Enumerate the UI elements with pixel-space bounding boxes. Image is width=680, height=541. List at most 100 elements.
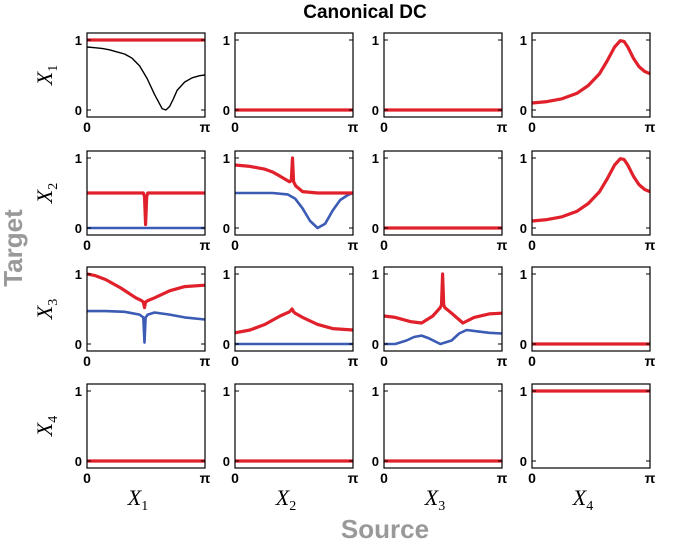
y-tick-label: 0 [520, 221, 527, 236]
row-label-1: X1 [32, 65, 61, 86]
panel-r1-c4: 0 1 0 π [520, 32, 656, 135]
y-tick-label: 1 [372, 267, 379, 282]
x-tick-label: π [497, 470, 508, 486]
x-tick-label: 0 [380, 470, 388, 486]
y-tick-label: 1 [520, 33, 527, 48]
col-label-subscript: 2 [289, 499, 296, 514]
x-tick-label: 0 [528, 353, 536, 369]
panel-r1-c3: 0 1 0 π [372, 32, 508, 135]
col-label-2: X2 [275, 485, 296, 514]
x-axis-title: Source [341, 514, 429, 541]
y-tick-label: 0 [75, 221, 82, 236]
row-label-2: X2 [32, 183, 61, 204]
y-tick-label: 1 [75, 33, 82, 48]
x-tick-label: π [645, 119, 656, 135]
y-tick-label: 1 [372, 151, 379, 166]
col-label-var: X [275, 485, 291, 510]
panel-r3-c3: 0 1 0 π [372, 266, 508, 369]
y-tick-label: 0 [520, 103, 527, 118]
row-label-subscript: 4 [46, 416, 61, 423]
panel-frame [86, 150, 206, 236]
col-label-subscript: 4 [586, 499, 593, 514]
x-tick-label: π [497, 119, 508, 135]
panel-r2-c3: 0 1 0 π [372, 150, 508, 253]
y-tick-label: 0 [75, 103, 82, 118]
panel-r3-c2: 0 1 0 π [223, 266, 359, 369]
x-tick-label: 0 [380, 237, 388, 253]
series-red-line [87, 191, 205, 227]
y-tick-label: 1 [75, 267, 82, 282]
panel-frame [383, 150, 503, 236]
panel-r3-c4: 0 1 0 π [520, 266, 656, 369]
panel-r2-c2: 0 1 0 π [223, 150, 359, 253]
y-tick-label: 1 [223, 384, 230, 399]
panel-frame [234, 150, 354, 236]
series-red-line [234, 307, 354, 335]
row-label-4: X4 [32, 416, 61, 437]
row-label-subscript: 1 [46, 65, 61, 72]
panel-frame [86, 32, 206, 118]
row-label-subscript: 3 [46, 299, 61, 306]
x-tick-label: 0 [83, 353, 91, 369]
y-tick-label: 1 [223, 33, 230, 48]
x-tick-label: π [497, 353, 508, 369]
x-tick-label: 0 [83, 470, 91, 486]
col-label-subscript: 1 [141, 499, 148, 514]
x-tick-label: π [645, 353, 656, 369]
panel-r4-c4: 0 1 0 π [520, 383, 656, 486]
col-label-var: X [572, 485, 588, 510]
series-black-line [86, 46, 205, 111]
x-tick-label: 0 [231, 470, 239, 486]
series-red-line [383, 272, 502, 325]
x-tick-label: π [200, 353, 211, 369]
y-tick-label: 1 [372, 33, 379, 48]
x-tick-label: 0 [380, 119, 388, 135]
panel-r4-c3: 0 1 0 π [372, 383, 508, 486]
panel-r1-c2: 0 1 0 π [223, 32, 359, 135]
panel-frame [531, 32, 651, 118]
x-tick-label: π [645, 470, 656, 486]
series-red-line [234, 156, 353, 195]
col-label-var: X [127, 485, 143, 510]
y-tick-label: 0 [372, 103, 379, 118]
row-label-subscript: 2 [46, 183, 61, 190]
x-tick-label: π [645, 237, 656, 253]
x-tick-label: 0 [528, 237, 536, 253]
y-tick-label: 0 [75, 337, 82, 352]
x-tick-label: π [497, 237, 508, 253]
col-label-4: X4 [572, 485, 593, 514]
x-tick-label: π [348, 470, 359, 486]
chart-title: Canonical DC [303, 2, 427, 23]
y-tick-label: 1 [75, 151, 82, 166]
y-tick-label: 0 [372, 454, 379, 469]
row-label-var: X [32, 421, 57, 437]
series-red-line [531, 157, 651, 223]
panel-frame [234, 383, 354, 469]
x-tick-label: 0 [231, 119, 239, 135]
y-tick-label: 1 [520, 384, 527, 399]
y-tick-label: 1 [520, 151, 527, 166]
x-tick-label: π [348, 353, 359, 369]
row-label-var: X [32, 188, 57, 204]
col-label-var: X [424, 485, 440, 510]
y-tick-label: 0 [223, 221, 230, 236]
panel-frame [86, 383, 206, 469]
y-tick-label: 0 [372, 337, 379, 352]
panel-frame [383, 32, 503, 118]
y-tick-label: 1 [75, 384, 82, 399]
y-tick-label: 1 [372, 384, 379, 399]
row-label-var: X [32, 304, 57, 320]
y-tick-label: 0 [520, 454, 527, 469]
col-label-3: X3 [424, 485, 445, 514]
panel-frame [531, 383, 651, 469]
series-blue-line [235, 191, 354, 230]
x-tick-label: 0 [380, 353, 388, 369]
y-axis-title: Target [0, 209, 28, 287]
x-tick-label: 0 [528, 119, 536, 135]
series-blue-line [87, 309, 206, 344]
panel-frame [383, 266, 503, 352]
x-tick-label: π [348, 119, 359, 135]
x-tick-label: 0 [231, 237, 239, 253]
panel-r4-c2: 0 1 0 π [223, 383, 359, 486]
